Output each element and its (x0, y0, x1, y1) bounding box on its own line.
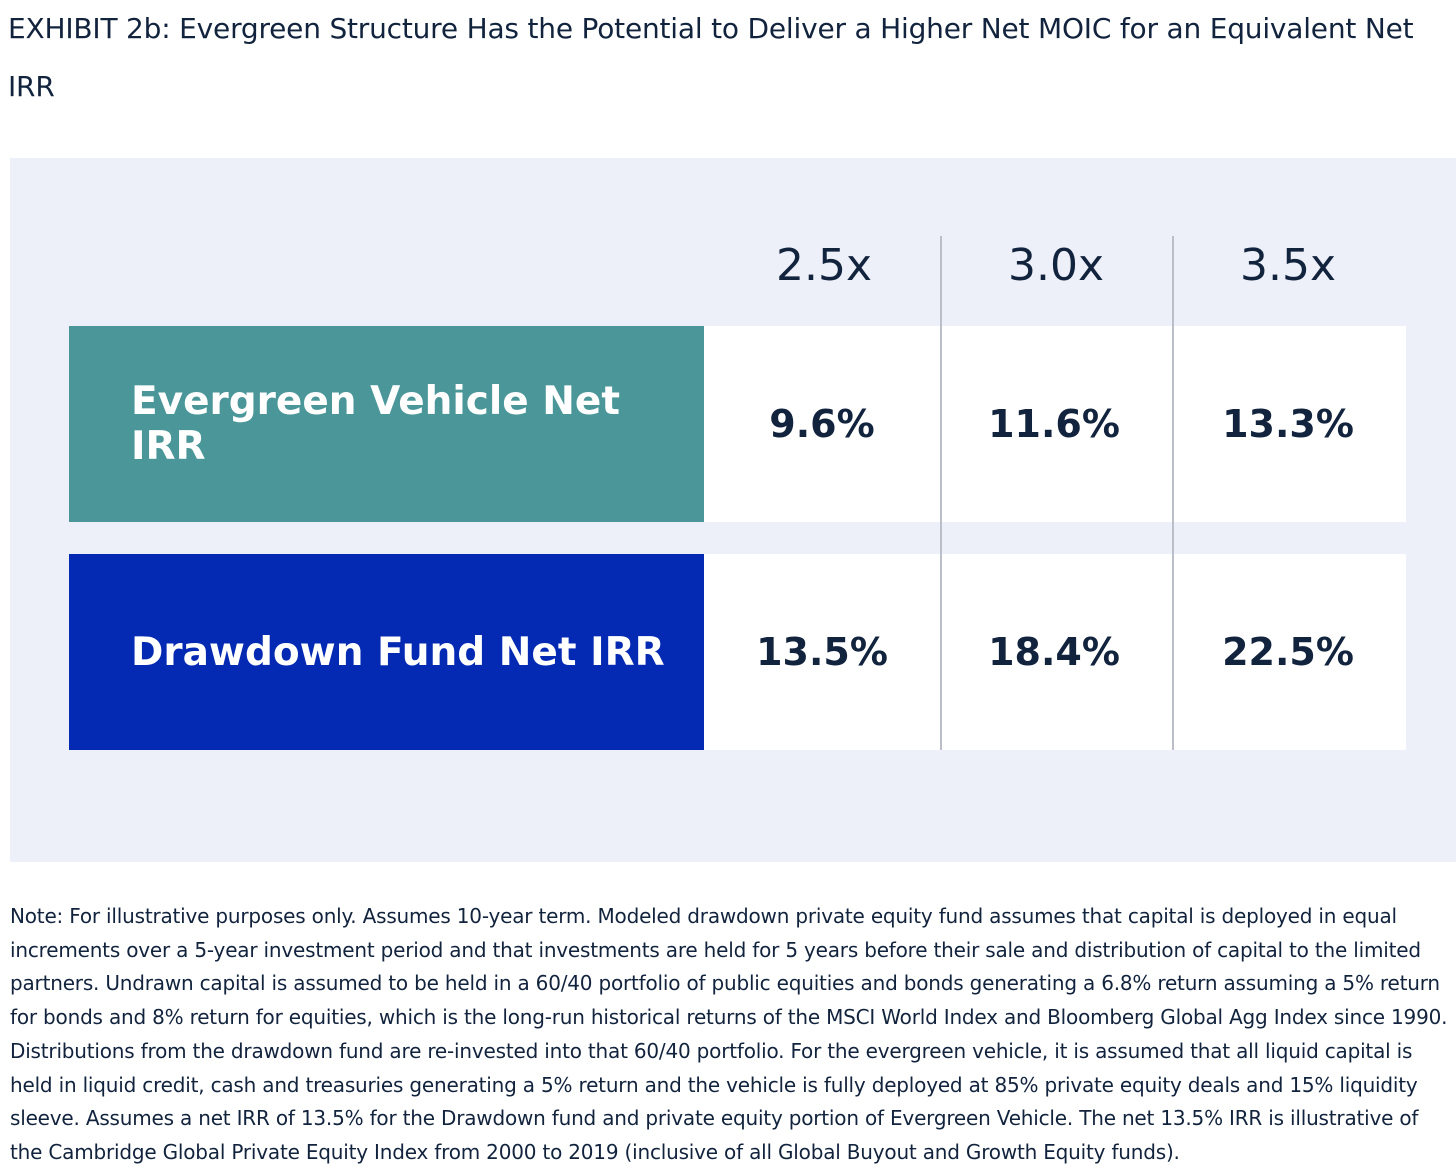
row-values-drawdown: 13.5% 18.4% 22.5% (704, 554, 1406, 750)
cell-drawdown-2-5x: 13.5% (756, 630, 888, 674)
row-label-evergreen: Evergreen Vehicle Net IRR (69, 326, 704, 522)
row-values-evergreen: 9.6% 11.6% 13.3% (704, 326, 1406, 522)
row-label-drawdown-text: Drawdown Fund Net IRR (131, 629, 665, 675)
exhibit-title: EXHIBIT 2b: Evergreen Structure Has the … (8, 12, 1414, 103)
cell-drawdown-3-0x: 18.4% (988, 630, 1120, 674)
column-header-3-0x: 3.0x (1007, 240, 1104, 291)
column-header-3-5x: 3.5x (1239, 240, 1336, 291)
column-divider-1 (940, 236, 942, 750)
cell-evergreen-2-5x: 9.6% (769, 402, 875, 446)
column-header-2-5x: 2.5x (775, 240, 872, 291)
row-label-evergreen-text: Evergreen Vehicle Net IRR (131, 379, 621, 469)
column-divider-2 (1172, 236, 1174, 750)
cell-evergreen-3-5x: 13.3% (1222, 402, 1354, 446)
cell-evergreen-3-0x: 11.6% (988, 402, 1120, 446)
row-label-drawdown: Drawdown Fund Net IRR (69, 554, 704, 750)
footnote: Note: For illustrative purposes only. As… (10, 904, 1448, 1164)
cell-drawdown-3-5x: 22.5% (1222, 630, 1354, 674)
